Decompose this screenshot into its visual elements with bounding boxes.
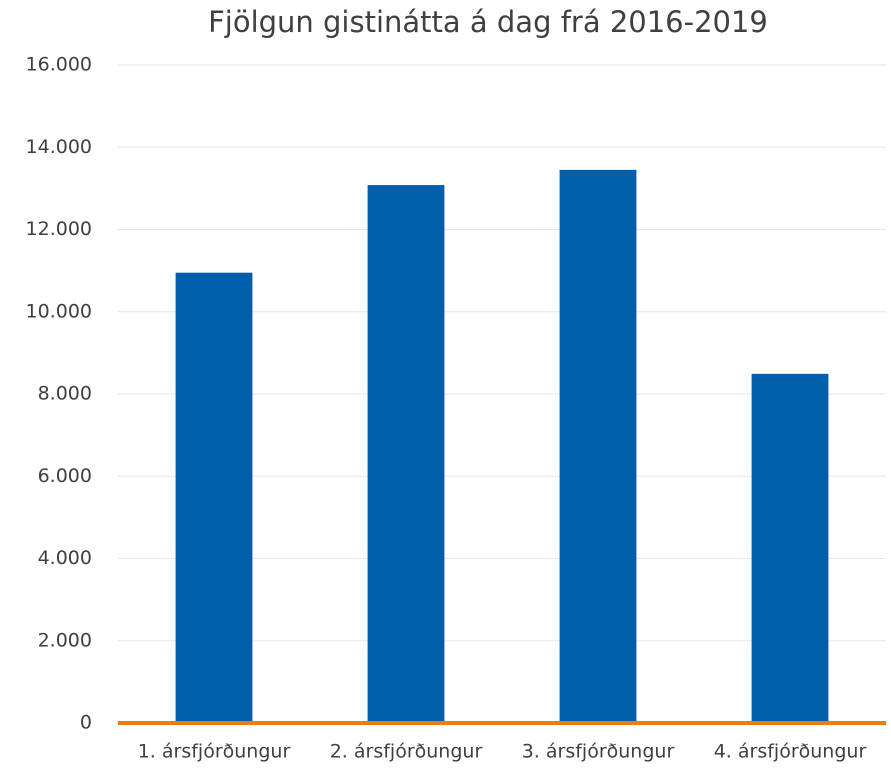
bar xyxy=(559,169,637,723)
x-tick-label: 2. ársfjórðungur xyxy=(330,741,483,763)
y-tick-label: 6.000 xyxy=(38,465,92,487)
y-tick-label: 8.000 xyxy=(38,383,92,405)
y-tick-label: 2.000 xyxy=(38,629,92,651)
x-tick-label: 4. ársfjórðungur xyxy=(714,741,867,763)
y-tick-label: 16.000 xyxy=(26,54,92,76)
bar xyxy=(175,272,253,723)
chart-title: Fjölgun gistinátta á dag frá 2016-2019 xyxy=(208,5,768,39)
x-tick-label: 1. ársfjórðungur xyxy=(138,741,291,763)
bar xyxy=(367,185,445,723)
y-tick-label: 14.000 xyxy=(26,136,92,158)
x-tick-label: 3. ársfjórðungur xyxy=(522,741,675,763)
y-tick-label: 0 xyxy=(80,712,92,734)
bar xyxy=(751,373,829,723)
y-tick-label: 12.000 xyxy=(26,218,92,240)
y-tick-label: 10.000 xyxy=(26,300,92,322)
y-tick-label: 4.000 xyxy=(38,547,92,569)
